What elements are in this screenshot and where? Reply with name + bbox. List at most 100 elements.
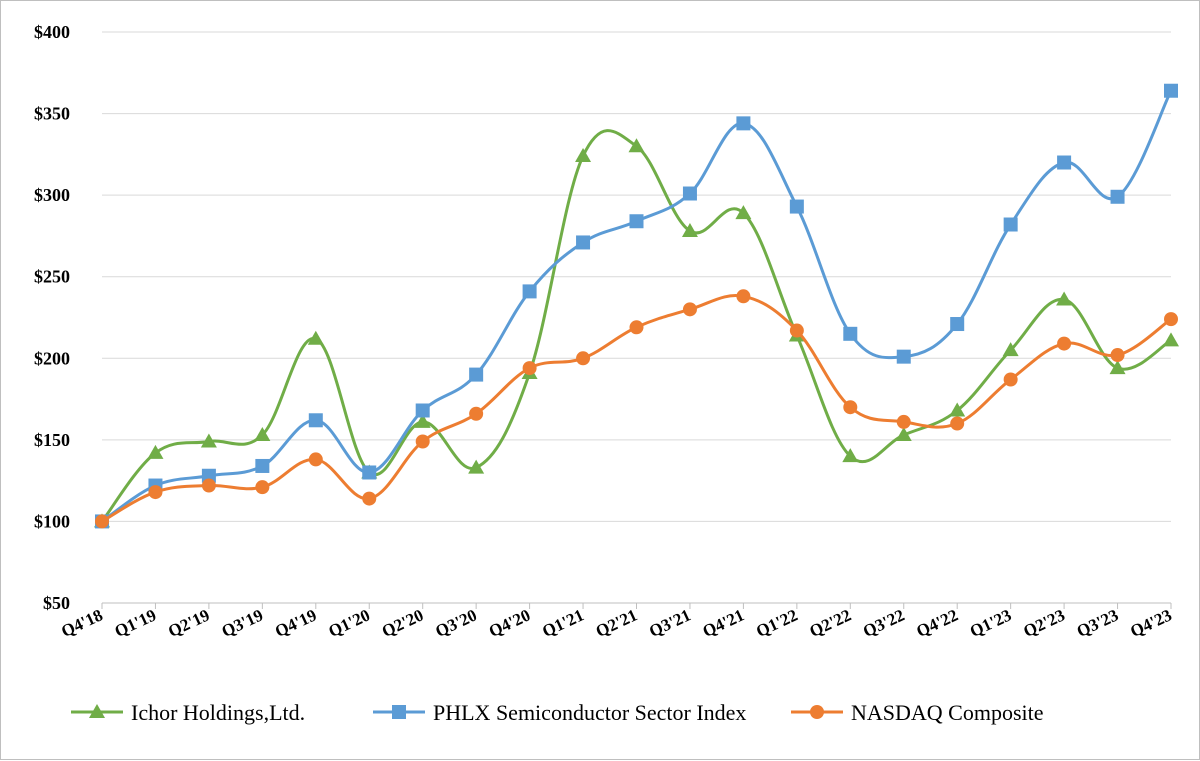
data-point	[682, 186, 697, 201]
legend-marker	[392, 705, 406, 719]
y-tick-label: $50	[43, 593, 70, 613]
data-point	[628, 138, 645, 153]
x-tick-label: Q1'22	[753, 605, 800, 641]
data-point	[896, 349, 911, 364]
data-point	[1002, 342, 1019, 357]
data-point	[629, 320, 644, 335]
data-point	[1057, 155, 1072, 170]
data-point	[843, 400, 858, 415]
x-tick-label: Q1'23	[967, 605, 1014, 641]
legend-marker	[89, 704, 105, 718]
data-point	[414, 413, 431, 428]
legend-item: NASDAQ Composite	[791, 700, 1044, 725]
y-axis-ticks: $50 $100 $150 $200 $250 $300 $350 $400	[34, 22, 70, 613]
data-point	[1164, 312, 1178, 327]
x-tick-label: Q2'19	[165, 605, 212, 641]
y-tick-label: $300	[34, 185, 70, 205]
series-square	[95, 83, 1178, 529]
y-tick-label: $150	[34, 430, 70, 450]
data-point	[254, 426, 271, 441]
gridlines	[102, 31, 1171, 522]
x-tick-label: Q2'22	[807, 605, 854, 641]
data-point	[95, 514, 109, 529]
data-point	[576, 235, 591, 250]
data-point	[307, 330, 324, 345]
data-point	[201, 478, 216, 493]
data-point	[1056, 291, 1073, 306]
data-point	[1110, 189, 1125, 204]
data-point	[1164, 83, 1178, 98]
legend-label: PHLX Semiconductor Sector Index	[433, 700, 746, 725]
x-tick-label: Q1'21	[539, 605, 586, 641]
x-tick-label: Q4'19	[272, 605, 319, 641]
series-layer	[94, 83, 1179, 529]
data-point	[575, 147, 592, 162]
data-point	[308, 452, 323, 467]
data-point	[843, 326, 858, 341]
y-tick-label: $250	[34, 267, 70, 287]
data-point	[415, 403, 430, 418]
y-tick-label: $200	[34, 348, 70, 368]
legend: Ichor Holdings,Ltd. PHLX Semiconductor Se…	[71, 700, 1044, 725]
data-point	[522, 284, 537, 299]
x-axis: Q4'18 Q1'19 Q2'19 Q3'19 Q4'19 Q1'20 Q2'20 Q3'20…	[58, 602, 1175, 641]
data-point	[576, 351, 591, 366]
data-point	[255, 458, 270, 473]
data-point	[1003, 372, 1018, 387]
data-point	[468, 459, 485, 474]
x-tick-label: Q4'21	[700, 605, 747, 641]
data-point	[1109, 360, 1126, 375]
x-tick-label: Q3'21	[646, 605, 693, 641]
x-tick-label: Q2'20	[379, 605, 426, 641]
x-tick-label: Q3'19	[219, 605, 266, 641]
data-point	[362, 491, 377, 506]
data-point	[950, 416, 965, 431]
series-line	[101, 90, 1173, 523]
x-tick-label: Q3'22	[860, 605, 907, 641]
data-point	[255, 480, 270, 495]
data-point	[895, 426, 912, 441]
data-point	[1003, 217, 1018, 232]
data-point	[736, 116, 751, 131]
data-point	[147, 444, 164, 459]
x-tick-label: Q1'19	[112, 605, 159, 641]
x-tick-label: Q1'20	[326, 605, 373, 641]
legend-marker	[810, 705, 824, 719]
legend-item: PHLX Semiconductor Sector Index	[373, 700, 746, 725]
y-tick-label: $100	[34, 511, 70, 531]
data-point	[148, 485, 163, 500]
data-point	[735, 205, 752, 220]
data-point	[682, 302, 697, 317]
data-point	[201, 468, 216, 483]
data-point	[469, 406, 484, 421]
x-tick-label: Q3'20	[432, 605, 479, 641]
data-point	[415, 434, 430, 449]
x-tick-label: Q4'20	[486, 605, 533, 641]
data-point	[681, 223, 698, 238]
x-tick-label: Q4'23	[1127, 605, 1174, 641]
series-line	[100, 129, 1172, 523]
data-point	[950, 317, 965, 332]
data-point	[1163, 332, 1179, 347]
data-point	[1110, 348, 1125, 363]
data-point	[200, 433, 217, 448]
data-point	[629, 214, 644, 229]
data-point	[1057, 336, 1072, 351]
data-point	[469, 367, 484, 382]
data-point	[362, 465, 377, 480]
legend-item: Ichor Holdings,Ltd.	[71, 700, 305, 725]
data-point	[522, 361, 537, 376]
data-point	[736, 289, 751, 304]
data-point	[308, 413, 323, 428]
data-point	[789, 199, 804, 214]
x-tick-label: Q2'23	[1020, 605, 1067, 641]
series-circle	[95, 289, 1178, 529]
legend-label: NASDAQ Composite	[851, 700, 1044, 725]
data-point	[949, 402, 966, 417]
y-tick-label: $350	[34, 104, 70, 124]
x-tick-label: Q4'22	[913, 605, 960, 641]
legend-label: Ichor Holdings,Ltd.	[131, 700, 305, 725]
data-point	[896, 414, 911, 429]
